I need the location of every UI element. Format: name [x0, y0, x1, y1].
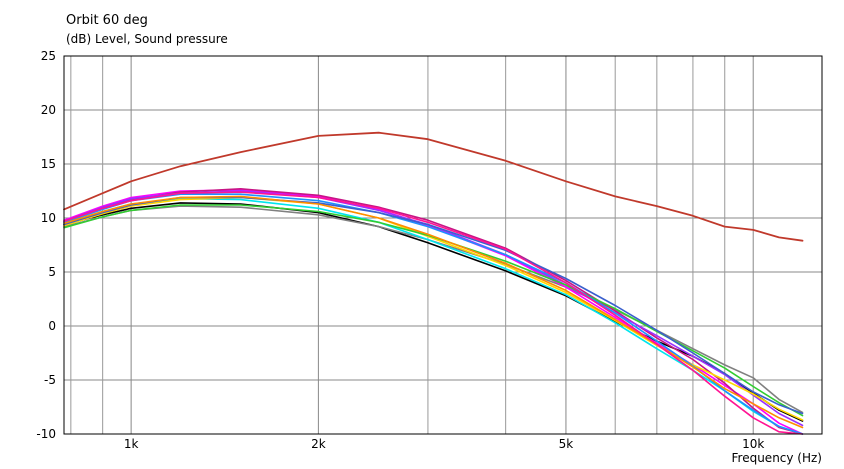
y-axis-label: (dB) Level, Sound pressure	[66, 32, 228, 46]
series-line	[63, 131, 804, 242]
plot-frame	[63, 55, 823, 435]
x-tick-label: 5k	[559, 437, 574, 451]
x-tick-label: 10k	[742, 437, 764, 451]
series-line	[63, 197, 804, 435]
series-line	[63, 204, 804, 417]
y-tick-label: 5	[48, 265, 56, 279]
y-tick-label: -5	[44, 373, 56, 387]
tick-labels: 25 20 15 10 5 0 -5 -10 1k 2k 5k 10k	[36, 49, 764, 451]
series-line	[63, 193, 804, 435]
x-tick-label: 1k	[124, 437, 139, 451]
series-line	[63, 196, 804, 421]
y-tick-label: -10	[36, 427, 56, 441]
series-layer	[63, 131, 804, 435]
y-tick-label: 0	[48, 319, 56, 333]
series-line	[63, 195, 804, 429]
x-tick-label: 2k	[311, 437, 326, 451]
y-tick-label: 25	[41, 49, 56, 63]
y-tick-label: 20	[41, 103, 56, 117]
chart-title: Orbit 60 deg	[66, 13, 148, 28]
y-tick-label: 10	[41, 211, 56, 225]
series-line	[63, 196, 804, 415]
x-axis-label: Frequency (Hz)	[731, 451, 823, 465]
series-line	[63, 191, 804, 435]
y-tick-label: 15	[41, 157, 56, 171]
